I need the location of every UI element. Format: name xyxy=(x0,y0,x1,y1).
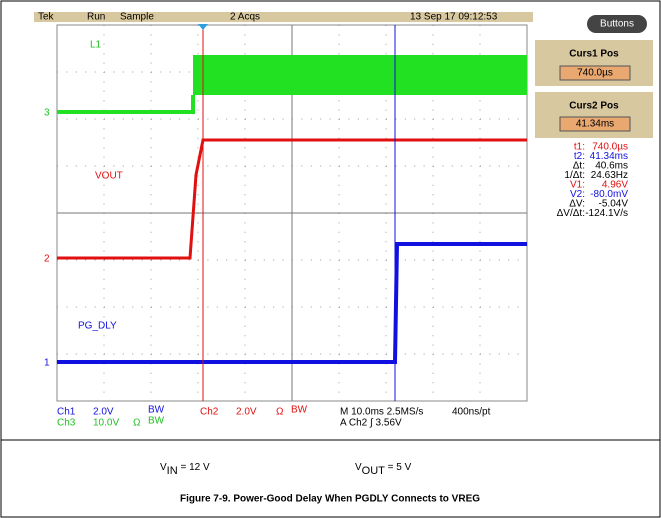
condition-rest: = 5 V xyxy=(385,462,412,473)
footer-text: BW xyxy=(291,405,308,416)
footer-text: 2.0V xyxy=(93,407,114,418)
footer-text: Ch1 xyxy=(57,407,76,418)
readout-label: 1/Δt: xyxy=(564,170,585,181)
curs2-label: Curs2 Pos xyxy=(569,101,619,112)
l1-band xyxy=(193,55,527,95)
curs1-value: 740.0µs xyxy=(577,68,613,79)
status-text: Tek xyxy=(38,12,55,23)
button[interactable] xyxy=(587,15,647,33)
pg-trace xyxy=(57,242,527,364)
condition: VIN = 12 V xyxy=(160,462,210,477)
footer-text: Ch2 xyxy=(200,407,219,418)
status-text: Run xyxy=(87,12,105,23)
readout-label: Δt: xyxy=(573,161,585,172)
condition-sub: OUT xyxy=(362,465,386,477)
readout-value: -80.0mV xyxy=(590,189,628,200)
footer: Ch1 2.0V BW Ch3 10.0V Ω BW Ch2 2.0V Ω BW… xyxy=(57,405,491,429)
readout-label: ΔV/Δt: xyxy=(557,208,585,219)
footer-text: Ω xyxy=(133,418,141,429)
channel-marker: 2 xyxy=(44,254,50,265)
footer-text: 2.0V xyxy=(236,407,257,418)
readout-value: 40.6ms xyxy=(595,161,628,172)
condition-v: V xyxy=(160,462,167,473)
caption: Figure 7-9. Power-Good Delay When PGDLY … xyxy=(180,494,480,505)
readout-value: 4.96V xyxy=(602,180,628,191)
channel-marker: 1 xyxy=(44,358,50,369)
readout-value: -5.04V xyxy=(599,199,629,210)
status: Tek Run Sample 2 Acqs 13 Sep 17 09:12:53 xyxy=(38,12,498,23)
channel-marker: 3 xyxy=(44,108,50,119)
readout-value: 740.0µs xyxy=(592,142,628,153)
curs2-field xyxy=(559,116,631,132)
trace-label: VOUT xyxy=(95,171,123,182)
condition-sub: IN xyxy=(167,465,178,477)
condition-rest: = 12 V xyxy=(178,462,210,473)
readout-label: V2: xyxy=(570,189,585,200)
curs1-field xyxy=(559,65,631,81)
readout-value: 41.34ms xyxy=(590,151,628,162)
status-bar xyxy=(34,12,534,22)
readout-value: -124.1V/s xyxy=(585,208,628,219)
l1-trace xyxy=(57,95,195,114)
footer-text: Ω xyxy=(276,407,284,418)
status-text: Sample xyxy=(120,12,154,23)
readout-label: t2: xyxy=(574,151,585,162)
trace-label: PG_DLY xyxy=(78,321,117,332)
footer-text: Ch3 xyxy=(57,418,76,429)
readout-value: 24.63Hz xyxy=(591,170,628,181)
footer-text: M 10.0ms 2.5MS/s xyxy=(340,407,423,418)
status-text: 2 Acqs xyxy=(230,12,260,23)
condition: VOUT = 5 V xyxy=(355,462,412,477)
readout-label: ΔV: xyxy=(569,199,585,210)
curs2-value: 41.34ms xyxy=(576,119,614,130)
screen-border xyxy=(56,24,528,402)
condition-v: V xyxy=(355,462,362,473)
footer-text: BW xyxy=(148,416,165,427)
readouts: t1: 740.0µs t2: 41.34ms Δt: 40.6ms 1/Δt: 24.63H… xyxy=(557,142,629,220)
vout-trace xyxy=(57,138,527,260)
readout-label: V1: xyxy=(570,180,585,191)
footer-text: A Ch2 ∫ 3.56V xyxy=(340,418,402,429)
readout-label: t1: xyxy=(574,142,585,153)
status-text: 13 Sep 17 09:12:53 xyxy=(410,12,498,23)
footer-text: 400ns/pt xyxy=(452,407,491,418)
trigger-marker xyxy=(198,24,208,30)
button-label[interactable]: Buttons xyxy=(600,19,634,30)
trace-label: L1 xyxy=(90,40,102,51)
footer-text: 10.0V xyxy=(93,418,119,429)
footer-text: BW xyxy=(148,405,165,416)
curs1-label: Curs1 Pos xyxy=(569,49,619,60)
